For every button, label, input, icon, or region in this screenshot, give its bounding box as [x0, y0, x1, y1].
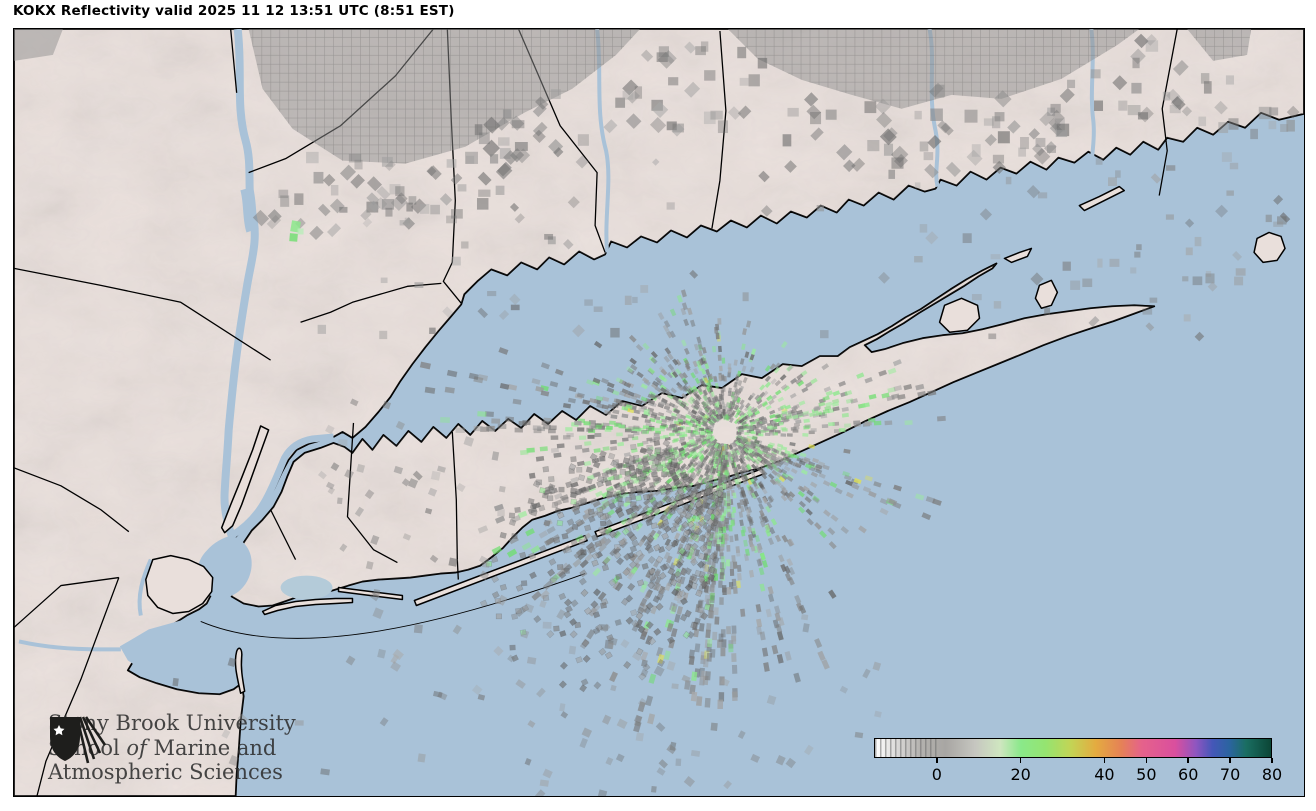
fishers-island — [1078, 185, 1126, 212]
colorbar-tick-mark — [1271, 758, 1273, 763]
map-title: KOKX Reflectivity valid 2025 11 12 13:51… — [13, 3, 455, 19]
colorbar-tick-mark — [1019, 758, 1022, 763]
haverstraw-bay — [240, 186, 259, 233]
shelter-island — [938, 297, 981, 333]
map-canvas — [14, 29, 1304, 796]
reflectivity-colorbar: 0 20 40 50 60 70 80 — [874, 738, 1282, 796]
raritan-river — [18, 639, 121, 652]
block-island — [1253, 231, 1286, 264]
lower-bay — [119, 610, 299, 680]
gardiners-island — [1034, 279, 1059, 310]
colorbar-tick-label: 60 — [1178, 765, 1199, 784]
colorbar-tick-label: 70 — [1219, 765, 1241, 784]
offshore-limit-line — [200, 573, 586, 639]
colorbar-tick-mark — [1229, 758, 1231, 763]
radar-map: Stony Brook University School of Marine … — [13, 28, 1305, 797]
sandy-hook — [234, 647, 246, 695]
colorbar-tick-mark — [936, 758, 938, 763]
colorbar-tick-label: 50 — [1136, 765, 1157, 784]
east-river — [229, 433, 334, 539]
jones-beach-barrier — [413, 534, 588, 607]
precip-mass-north — [14, 29, 1252, 164]
hudson-river — [220, 29, 259, 538]
long-beach-barrier — [337, 586, 404, 601]
plum-island — [1003, 247, 1033, 264]
jamaica-bay — [280, 575, 333, 600]
colorbar-tick-label: 40 — [1094, 765, 1115, 784]
manhattan — [220, 425, 270, 534]
rockaway-spit — [261, 597, 354, 616]
colorbar-tick-label: 0 — [931, 765, 942, 784]
colorbar-gradient — [874, 738, 1272, 758]
colorbar-tick-label: 80 — [1261, 765, 1283, 784]
radar-echoes — [172, 33, 1300, 796]
colorbar-hatch-region — [875, 739, 938, 757]
colorbar-tick-label: 20 — [1010, 765, 1031, 784]
colorbar-tick-mark — [1187, 758, 1189, 763]
colorbar-tick-mark — [1145, 758, 1148, 763]
staten-island — [145, 554, 214, 615]
colorbar-tick-mark — [1103, 758, 1106, 763]
arthur-kill — [137, 558, 153, 616]
